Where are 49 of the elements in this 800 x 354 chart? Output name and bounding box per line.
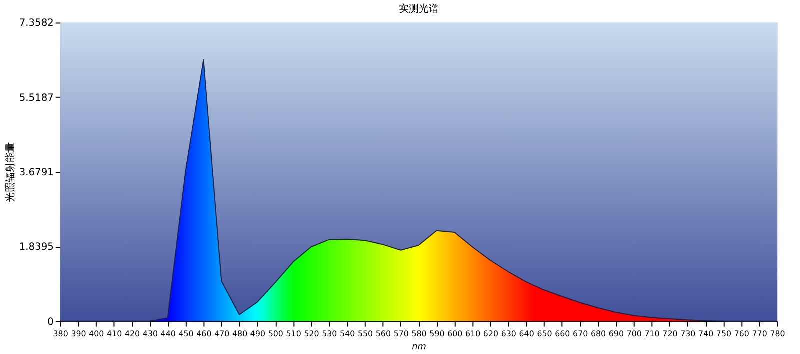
y-tick-label: 0 (48, 316, 54, 328)
x-tick-label: 630 (501, 330, 516, 339)
x-tick-label: 540 (340, 330, 356, 339)
x-tick-label: 740 (698, 330, 714, 339)
x-tick-label: 570 (394, 330, 409, 339)
x-tick-label: 480 (232, 330, 248, 339)
x-tick-label: 380 (53, 330, 68, 339)
x-tick-label: 690 (608, 330, 624, 339)
x-tick-label: 730 (680, 330, 696, 339)
x-tick-label: 550 (358, 330, 374, 339)
x-tick-label: 420 (124, 330, 140, 339)
x-tick-label: 750 (716, 330, 732, 339)
x-tick-label: 560 (376, 330, 391, 339)
x-tick-label: 520 (304, 330, 320, 339)
x-tick-label: 700 (626, 330, 642, 339)
y-tick-label: 1.8395 (19, 242, 54, 254)
y-axis-title: 光照辐射能量 (4, 142, 16, 203)
x-tick-label: 610 (466, 330, 481, 339)
x-tick-label: 450 (178, 330, 194, 339)
x-tick-label: 710 (644, 330, 660, 339)
x-tick-label: 490 (250, 330, 266, 339)
x-tick-label: 670 (573, 330, 588, 339)
x-tick-label: 680 (590, 330, 606, 339)
x-tick-label: 760 (734, 330, 750, 339)
x-tick-label: 580 (412, 330, 427, 339)
x-tick-label: 770 (752, 330, 768, 339)
x-tick-label: 430 (142, 330, 158, 339)
x-tick-label: 390 (71, 330, 86, 339)
x-tick-label: 660 (555, 330, 570, 339)
chart-title: 实测光谱 (398, 2, 439, 15)
x-tick-label: 600 (448, 330, 463, 339)
x-tick-label: 650 (537, 330, 552, 339)
x-tick-label: 620 (483, 330, 499, 339)
x-tick-label: 640 (519, 330, 534, 339)
x-tick-label: 470 (214, 330, 230, 339)
x-tick-label: 530 (322, 330, 338, 339)
x-tick-label: 780 (770, 330, 786, 339)
x-tick-label: 500 (268, 330, 284, 339)
x-tick-label: 460 (196, 330, 212, 339)
y-tick-label: 5.5187 (19, 92, 54, 104)
y-tick-label: 3.6791 (19, 168, 54, 179)
x-tick-label: 410 (107, 330, 122, 339)
x-tick-label: 400 (89, 330, 104, 339)
x-axis-title: nm (412, 342, 427, 353)
x-tick-label: 590 (430, 330, 445, 339)
y-tick-label: 7.3582 (19, 18, 54, 30)
x-tick-label: 510 (286, 330, 302, 339)
x-tick-label: 720 (662, 330, 678, 339)
x-tick-label: 440 (160, 330, 176, 339)
